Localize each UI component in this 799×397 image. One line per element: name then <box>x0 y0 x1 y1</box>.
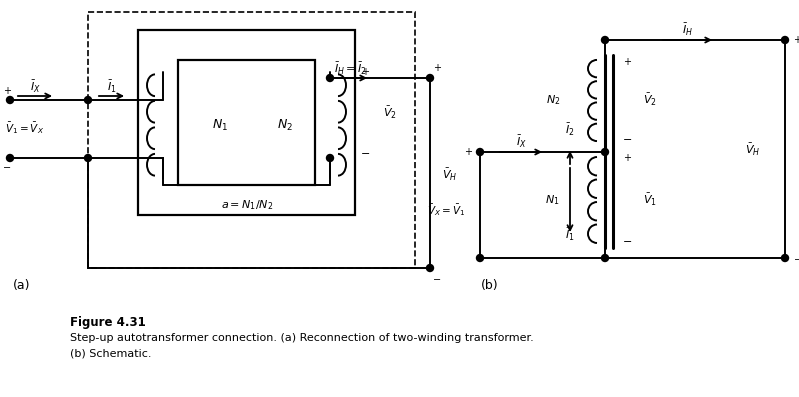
Polygon shape <box>178 60 315 185</box>
Circle shape <box>327 154 333 162</box>
Circle shape <box>476 254 483 262</box>
Circle shape <box>602 254 609 262</box>
Text: $N_1$: $N_1$ <box>546 193 560 207</box>
Text: Step-up autotransformer connection. (a) Reconnection of two-winding transformer.: Step-up autotransformer connection. (a) … <box>70 333 534 343</box>
Text: $N_2$: $N_2$ <box>277 118 293 133</box>
Text: $\bar{V}_X = \bar{V}_1$: $\bar{V}_X = \bar{V}_1$ <box>427 202 465 218</box>
Text: $\bar{I}_2$: $\bar{I}_2$ <box>565 122 574 138</box>
Text: (a): (a) <box>14 279 30 291</box>
Text: $-$: $-$ <box>432 273 442 283</box>
Text: +: + <box>793 35 799 45</box>
Circle shape <box>602 148 609 156</box>
Text: $-$: $-$ <box>622 235 632 245</box>
Text: $\bar{I}_H$: $\bar{I}_H$ <box>682 22 694 38</box>
Text: $-$: $-$ <box>793 253 799 263</box>
Polygon shape <box>138 30 355 215</box>
Circle shape <box>85 154 92 162</box>
Text: $\bar{V}_H$: $\bar{V}_H$ <box>442 167 457 183</box>
Circle shape <box>85 96 92 104</box>
Circle shape <box>427 75 434 81</box>
Circle shape <box>781 254 789 262</box>
Text: +: + <box>433 63 441 73</box>
Text: $-$: $-$ <box>2 161 11 171</box>
Text: $N_2$: $N_2$ <box>546 93 560 107</box>
Text: (b) Schematic.: (b) Schematic. <box>70 349 152 359</box>
Text: +: + <box>3 86 11 96</box>
Circle shape <box>476 148 483 156</box>
Text: $\bar{I}_1$: $\bar{I}_1$ <box>565 227 574 243</box>
Text: (b): (b) <box>481 279 499 291</box>
Circle shape <box>781 37 789 44</box>
Circle shape <box>6 96 14 104</box>
Text: $\bar{V}_2$: $\bar{V}_2$ <box>643 92 657 108</box>
Text: +: + <box>361 67 369 77</box>
Text: $\bar{V}_H$: $\bar{V}_H$ <box>745 142 760 158</box>
Text: $-$: $-$ <box>622 133 632 143</box>
Text: $N_1$: $N_1$ <box>212 118 228 133</box>
Text: $\bar{V}_1 = \bar{V}_X$: $\bar{V}_1 = \bar{V}_X$ <box>5 120 44 136</box>
Text: +: + <box>623 153 631 163</box>
Text: $\bar{I}_X$: $\bar{I}_X$ <box>30 79 41 95</box>
Text: +: + <box>464 147 472 157</box>
Text: $\bar{V}_2$: $\bar{V}_2$ <box>383 105 397 121</box>
Text: $\bar{I}_1$: $\bar{I}_1$ <box>107 79 117 95</box>
Circle shape <box>327 75 333 81</box>
Text: $a = N_1/N_2$: $a = N_1/N_2$ <box>221 198 273 212</box>
Text: $-$: $-$ <box>360 147 370 157</box>
Text: $\bar{V}_1$: $\bar{V}_1$ <box>643 192 657 208</box>
Text: +: + <box>623 57 631 67</box>
Circle shape <box>427 264 434 272</box>
Text: $\bar{I}_X$: $\bar{I}_X$ <box>515 134 527 150</box>
Text: Figure 4.31: Figure 4.31 <box>70 316 145 329</box>
Circle shape <box>602 37 609 44</box>
Circle shape <box>6 154 14 162</box>
Text: $\bar{I}_H = \bar{I}_2$: $\bar{I}_H = \bar{I}_2$ <box>334 61 367 77</box>
